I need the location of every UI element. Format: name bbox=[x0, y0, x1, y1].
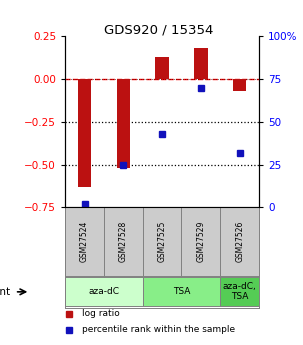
Text: GSM27528: GSM27528 bbox=[119, 221, 128, 262]
Text: GSM27526: GSM27526 bbox=[235, 221, 244, 263]
Text: log ratio: log ratio bbox=[82, 309, 119, 318]
Text: agent: agent bbox=[0, 287, 11, 297]
Text: GSM27529: GSM27529 bbox=[196, 221, 205, 263]
Bar bbox=[194, 48, 208, 79]
Bar bbox=[220, 277, 259, 306]
Bar bbox=[155, 57, 169, 79]
Bar bbox=[65, 277, 143, 306]
Bar bbox=[78, 79, 91, 187]
Bar bbox=[143, 277, 220, 306]
Bar bbox=[117, 79, 130, 168]
Text: GSM27525: GSM27525 bbox=[158, 221, 167, 263]
Text: percentile rank within the sample: percentile rank within the sample bbox=[82, 325, 235, 334]
Text: TSA: TSA bbox=[173, 287, 190, 296]
Text: GSM27524: GSM27524 bbox=[80, 221, 89, 263]
Text: aza-dC,
TSA: aza-dC, TSA bbox=[223, 283, 257, 301]
Text: aza-dC: aza-dC bbox=[88, 287, 119, 296]
Bar bbox=[233, 79, 246, 91]
Text: GDS920 / 15354: GDS920 / 15354 bbox=[105, 23, 214, 36]
